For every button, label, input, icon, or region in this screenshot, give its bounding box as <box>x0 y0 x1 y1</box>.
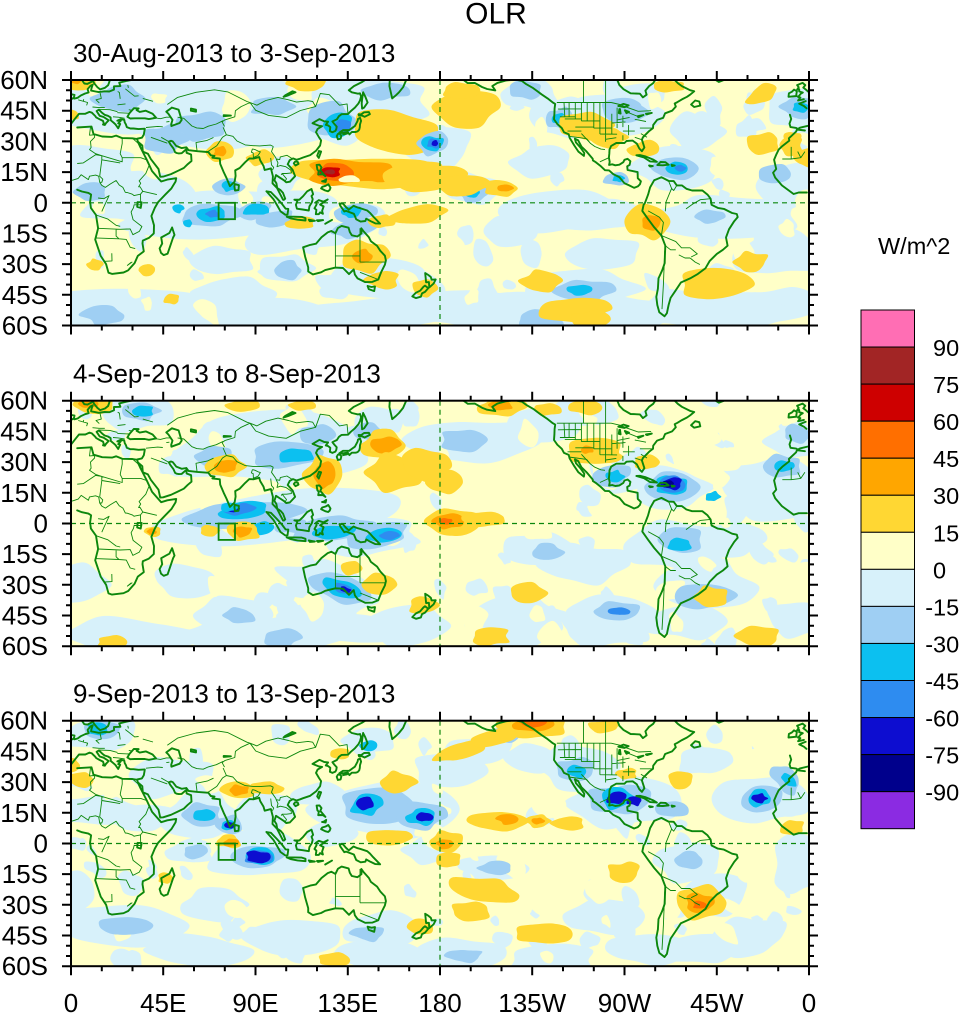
svg-text:45W: 45W <box>690 988 744 1013</box>
svg-text:0: 0 <box>34 509 48 539</box>
svg-text:60: 60 <box>933 409 959 435</box>
svg-text:135E: 135E <box>317 988 378 1013</box>
svg-text:45N: 45N <box>0 96 48 126</box>
svg-text:-60: -60 <box>925 706 959 732</box>
svg-text:-75: -75 <box>925 743 959 769</box>
svg-text:30N: 30N <box>0 447 48 477</box>
svg-text:60N: 60N <box>0 706 48 736</box>
svg-text:W/m^2: W/m^2 <box>878 233 950 259</box>
svg-text:15N: 15N <box>0 157 48 187</box>
svg-text:15S: 15S <box>2 859 48 889</box>
svg-text:30N: 30N <box>0 767 48 797</box>
svg-text:45N: 45N <box>0 736 48 766</box>
svg-text:OLR: OLR <box>465 0 527 31</box>
svg-text:0: 0 <box>34 188 48 218</box>
svg-text:-15: -15 <box>925 594 959 620</box>
svg-text:30: 30 <box>933 483 959 509</box>
svg-text:90: 90 <box>933 335 959 361</box>
svg-text:60S: 60S <box>2 951 48 981</box>
svg-text:135W: 135W <box>498 988 566 1013</box>
svg-text:0: 0 <box>64 988 78 1013</box>
svg-text:15S: 15S <box>2 218 48 248</box>
svg-text:4-Sep-2013 to 8-Sep-2013: 4-Sep-2013 to 8-Sep-2013 <box>73 359 381 389</box>
svg-text:60N: 60N <box>0 65 48 95</box>
svg-text:60N: 60N <box>0 386 48 416</box>
svg-text:30N: 30N <box>0 126 48 156</box>
svg-text:45N: 45N <box>0 416 48 446</box>
svg-text:30S: 30S <box>2 249 48 279</box>
svg-text:60S: 60S <box>2 631 48 661</box>
svg-text:180: 180 <box>418 988 461 1013</box>
svg-text:45S: 45S <box>2 921 48 951</box>
svg-text:30S: 30S <box>2 570 48 600</box>
svg-text:60S: 60S <box>2 311 48 341</box>
svg-text:15N: 15N <box>0 478 48 508</box>
svg-text:90W: 90W <box>598 988 652 1013</box>
svg-text:90E: 90E <box>232 988 278 1013</box>
svg-text:0: 0 <box>802 988 816 1013</box>
svg-text:15N: 15N <box>0 798 48 828</box>
svg-text:9-Sep-2013 to 13-Sep-2013: 9-Sep-2013 to 13-Sep-2013 <box>73 679 395 709</box>
svg-text:30-Aug-2013 to 3-Sep-2013: 30-Aug-2013 to 3-Sep-2013 <box>73 38 395 68</box>
svg-text:45E: 45E <box>140 988 186 1013</box>
svg-text:45S: 45S <box>2 601 48 631</box>
svg-text:15S: 15S <box>2 539 48 569</box>
svg-text:45S: 45S <box>2 280 48 310</box>
svg-text:0: 0 <box>34 829 48 859</box>
svg-text:45: 45 <box>933 446 959 472</box>
svg-text:0: 0 <box>933 557 946 583</box>
svg-text:-90: -90 <box>925 780 959 806</box>
svg-text:-30: -30 <box>925 632 959 658</box>
svg-text:-45: -45 <box>925 669 959 695</box>
svg-text:30S: 30S <box>2 890 48 920</box>
svg-text:15: 15 <box>933 520 959 546</box>
svg-text:75: 75 <box>933 372 959 398</box>
